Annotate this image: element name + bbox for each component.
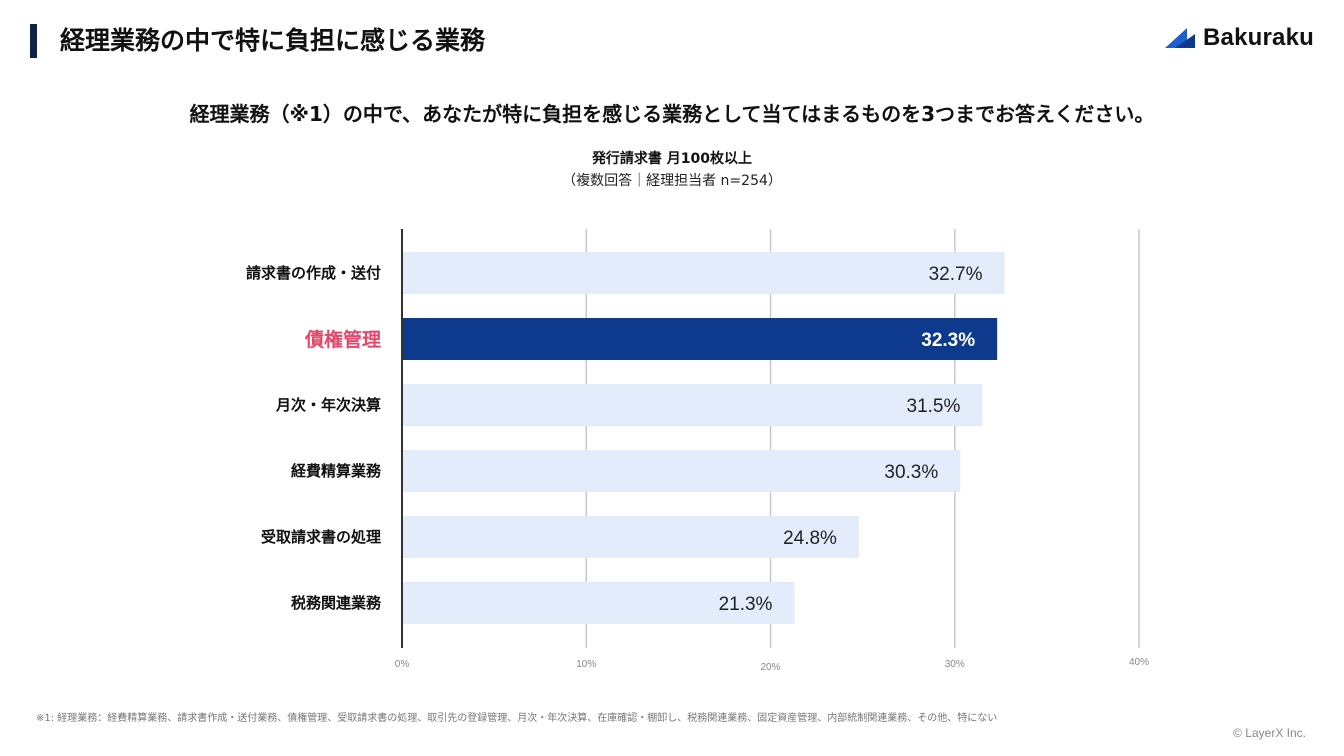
footnote: ※1: 経理業務：経費精算業務、請求書作成・送付業務、債権管理、受取請求書の処理… — [36, 713, 998, 724]
x-tick-label: 30% — [945, 659, 965, 670]
survey-question: 経理業務（※1）の中で、あなたが特に負担を感じる業務として当てはまるものを3つま… — [189, 102, 1155, 126]
bar — [402, 582, 795, 624]
x-tick-label: 0% — [395, 659, 410, 670]
data-label: 32.7% — [929, 264, 983, 285]
category-label: 月次・年次決算 — [275, 396, 381, 414]
title-accent-bar — [30, 24, 37, 58]
bar-chart: 0% 10% 20% 30% 40% 請求書の作成・送付 32.7% 債権管理 32.3% 月次・… — [246, 229, 1149, 673]
category-label: 税務関連業務 — [291, 594, 382, 612]
bar — [402, 516, 859, 558]
chart-title: 発行請求書 月100枚以上 — [591, 151, 753, 167]
data-label: 30.3% — [884, 462, 938, 483]
bar — [402, 384, 983, 426]
data-label: 32.3% — [921, 330, 975, 351]
bar — [402, 252, 1005, 294]
brand-logo: Bakuraku — [1165, 24, 1314, 52]
category-label: 債権管理 — [304, 328, 381, 351]
x-tick-label: 40% — [1129, 657, 1149, 668]
copyright: © LayerX Inc. — [1233, 726, 1306, 740]
data-label: 31.5% — [907, 396, 961, 417]
bar — [402, 318, 998, 360]
bakuraku-logo-icon — [1165, 28, 1196, 48]
category-label: 請求書の作成・送付 — [246, 264, 381, 282]
x-tick-label: 10% — [576, 659, 596, 670]
bar — [402, 450, 961, 492]
chart-subtitle: （複数回答｜経理担当者 n=254） — [562, 173, 782, 189]
page-title: 経理業務の中で特に負担に感じる業務 — [60, 26, 486, 55]
data-label: 21.3% — [719, 594, 773, 615]
data-label: 24.8% — [783, 528, 837, 549]
category-label: 受取請求書の処理 — [261, 528, 381, 546]
category-label: 経費精算業務 — [291, 462, 382, 480]
logo-text: Bakuraku — [1203, 24, 1314, 51]
x-tick-label: 20% — [760, 662, 780, 673]
